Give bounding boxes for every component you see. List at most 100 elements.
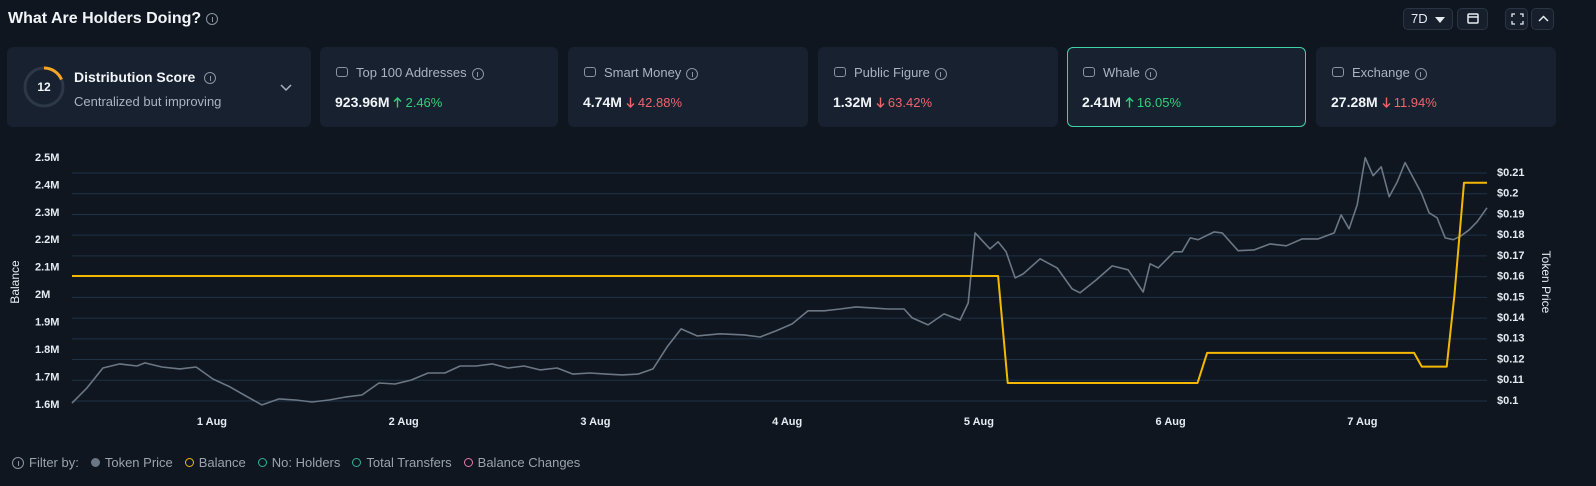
card-change: 11.94% — [1382, 95, 1437, 110]
period-select[interactable]: 7D — [1403, 8, 1453, 30]
legend-text: Balance — [198, 455, 246, 470]
y2-tick-label: $0.15 — [1497, 291, 1525, 303]
card-icon — [584, 67, 596, 77]
card-change-text: 11.94% — [1393, 95, 1437, 110]
info-icon[interactable] — [206, 12, 219, 25]
card-value-text: 27.28M — [1331, 94, 1378, 110]
info-icon[interactable] — [1414, 67, 1427, 80]
calendar-icon — [1467, 13, 1479, 24]
card-change: 63.42% — [876, 95, 932, 110]
card-change: 42.88% — [626, 95, 682, 110]
card-icon — [1083, 67, 1095, 77]
info-icon[interactable] — [934, 67, 947, 80]
calendar-button[interactable] — [1457, 8, 1488, 30]
y2-tick-label: $0.21 — [1497, 167, 1525, 179]
card-change-text: 16.05% — [1136, 95, 1182, 110]
legend-marker — [463, 458, 473, 467]
legend-item[interactable]: No: Holders — [257, 455, 340, 470]
score-title-text: Distribution Score — [74, 69, 196, 85]
arrow-shape — [1382, 97, 1391, 108]
metric-card[interactable]: Whale 2.41M 16.05% — [1067, 47, 1306, 127]
x-tick-label: 6 Aug — [1156, 416, 1186, 428]
arrow-shape — [1125, 97, 1134, 108]
y-tick-label: 1.7M — [35, 371, 59, 383]
info-icon[interactable] — [204, 72, 217, 85]
card-label: Public Figure — [854, 65, 947, 80]
metric-card[interactable]: Exchange 27.28M 11.94% — [1316, 47, 1556, 127]
x-tick-label: 4 Aug — [772, 416, 802, 428]
card-label: Top 100 Addresses — [356, 65, 484, 80]
series-line — [71, 156, 1488, 406]
card-label-text: Smart Money — [604, 65, 682, 80]
legend-item[interactable]: Balance Changes — [463, 455, 581, 470]
collapse-button[interactable] — [1531, 8, 1554, 30]
card-change-text: 63.42% — [887, 95, 933, 110]
x-tick-label: 3 Aug — [580, 416, 610, 428]
y2-tick-label: $0.14 — [1497, 312, 1525, 324]
metric-card[interactable]: Smart Money 4.74M 42.88% — [568, 47, 808, 127]
legend-text: Total Transfers — [366, 455, 452, 470]
y-tick-label: 1.6M — [35, 399, 59, 411]
card-label-text: Whale — [1103, 65, 1140, 80]
card-label: Smart Money — [604, 65, 699, 80]
y2-tick-label: $0.18 — [1497, 229, 1525, 241]
legend-marker — [184, 458, 194, 467]
info-icon[interactable] — [1144, 67, 1157, 80]
card-value: 923.96M 2.46% — [335, 94, 442, 110]
y-tick-label: 2.5M — [35, 152, 59, 164]
period-text: 7D — [1411, 11, 1428, 26]
filter-label-text: Filter by: — [29, 455, 79, 470]
info-icon[interactable] — [686, 67, 699, 80]
x-tick-label: 2 Aug — [389, 416, 419, 428]
y-tick-label: 1.8M — [35, 344, 59, 356]
card-label: Whale — [1103, 65, 1157, 80]
metric-card[interactable]: Top 100 Addresses 923.96M 2.46% — [320, 47, 558, 127]
card-change: 2.46% — [393, 95, 442, 110]
y-tick-label: 2M — [35, 289, 50, 301]
change-arrow — [876, 97, 885, 108]
change-arrow — [1382, 97, 1391, 108]
y2-tick-label: $0.16 — [1497, 271, 1525, 283]
card-icon — [834, 67, 846, 77]
x-tick-label: 1 Aug — [197, 416, 227, 428]
score-card[interactable]: 12 Distribution Score Centralized but im… — [7, 47, 311, 127]
info-icon[interactable] — [471, 67, 484, 80]
arrow-shape — [626, 97, 635, 108]
score-value: 12 — [37, 80, 51, 94]
card-value-text: 1.32M — [833, 94, 872, 110]
legend-item[interactable]: Total Transfers — [352, 455, 452, 470]
card-value: 1.32M 63.42% — [833, 94, 932, 110]
y2-tick-label: $0.2 — [1497, 188, 1518, 200]
score-subtitle: Centralized but improving — [74, 94, 222, 109]
fullscreen-button[interactable] — [1505, 8, 1528, 30]
series-line — [72, 181, 1487, 384]
card-value: 27.28M 11.94% — [1331, 94, 1437, 110]
filter-label: Filter by: — [12, 455, 79, 470]
card-icon — [1332, 67, 1344, 77]
card-value: 2.41M 16.05% — [1082, 94, 1181, 110]
metric-card[interactable]: Public Figure 1.32M 63.42% — [818, 47, 1058, 127]
card-change: 16.05% — [1125, 95, 1181, 110]
y-tick-label: 2.2M — [35, 234, 59, 246]
y2-tick-label: $0.13 — [1497, 333, 1525, 345]
legend-text: Balance Changes — [477, 455, 581, 470]
expand-icon — [280, 84, 292, 92]
y2-tick-label: $0.19 — [1497, 208, 1525, 220]
chart: $0.1 $0.11 $0.12 $0.13 $0.14 $0.15 $0.16 $0.17 $… — [8, 152, 1553, 428]
collapse-icon — [1538, 15, 1549, 22]
change-arrow — [393, 97, 402, 108]
x-tick-label: 7 Aug — [1347, 416, 1377, 428]
card-label: Exchange — [1352, 65, 1427, 80]
legend-item[interactable]: Balance — [184, 455, 246, 470]
card-change-text: 42.88% — [637, 95, 683, 110]
arrow-shape — [876, 97, 885, 108]
legend-item[interactable]: Token Price — [90, 455, 173, 470]
y2-tick-label: $0.17 — [1497, 250, 1525, 262]
y-tick-label: 1.9M — [35, 317, 59, 329]
x-tick-label: 5 Aug — [964, 416, 994, 428]
card-label-text: Public Figure — [854, 65, 930, 80]
title-text: What Are Holders Doing? — [8, 10, 202, 27]
legend-marker — [257, 458, 267, 467]
card-value: 4.74M 42.88% — [583, 94, 682, 110]
